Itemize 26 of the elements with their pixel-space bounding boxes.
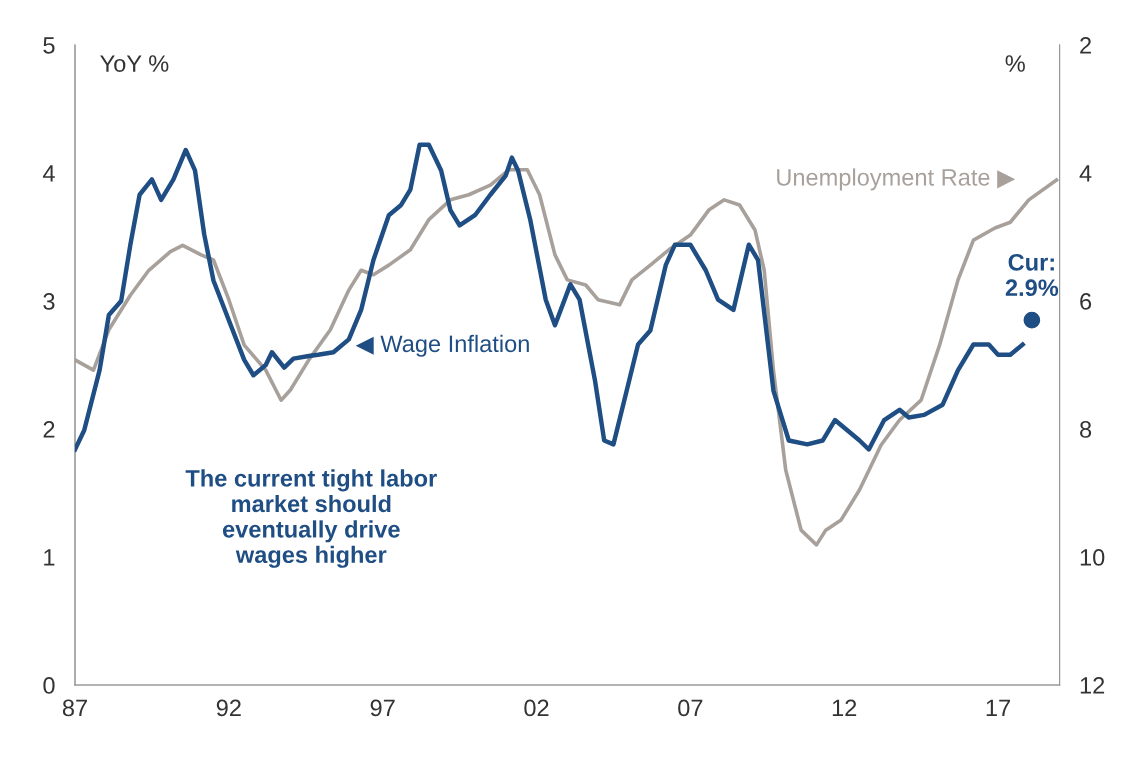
y2-tick-label: 4 [1079, 165, 1092, 182]
y2-tick-label: 8 [1080, 421, 1092, 438]
y-tick-label: 0 [43, 677, 55, 694]
y-tick-label: 3 [43, 293, 55, 310]
x-tick-label: 02 [524, 699, 549, 717]
annotation: Cur: 2.9% [1005, 253, 1059, 297]
line-series [74, 167, 1059, 547]
series-label: ◀ Wage Inflation [355, 334, 529, 357]
x-tick-label: 92 [216, 699, 241, 717]
y2-tick-label: 10 [1080, 549, 1105, 566]
x-tick-label: 12 [832, 699, 857, 717]
x-tick-label: 87 [62, 699, 87, 717]
y-axis-title: YoY % [100, 55, 169, 72]
x-tick-label: 17 [986, 699, 1010, 717]
y2-tick-label: 2 [1080, 37, 1091, 54]
x-tick-label: 97 [370, 699, 395, 717]
y2-tick-label: 12 [1080, 677, 1105, 694]
y2-tick-label: 6 [1080, 293, 1092, 310]
y-tick-label: 5 [43, 37, 55, 54]
x-tick-label: 07 [678, 699, 703, 717]
y-tick-label: 2 [43, 421, 55, 438]
y2-axis-title: % [1005, 55, 1025, 72]
y-tick-label: 4 [42, 165, 55, 182]
annotation: The current tight labor market should eventually drive wages higher [185, 469, 437, 568]
series-label: Unemployment Rate ▶ [777, 168, 1016, 191]
y-tick-label: 1 [44, 549, 55, 566]
